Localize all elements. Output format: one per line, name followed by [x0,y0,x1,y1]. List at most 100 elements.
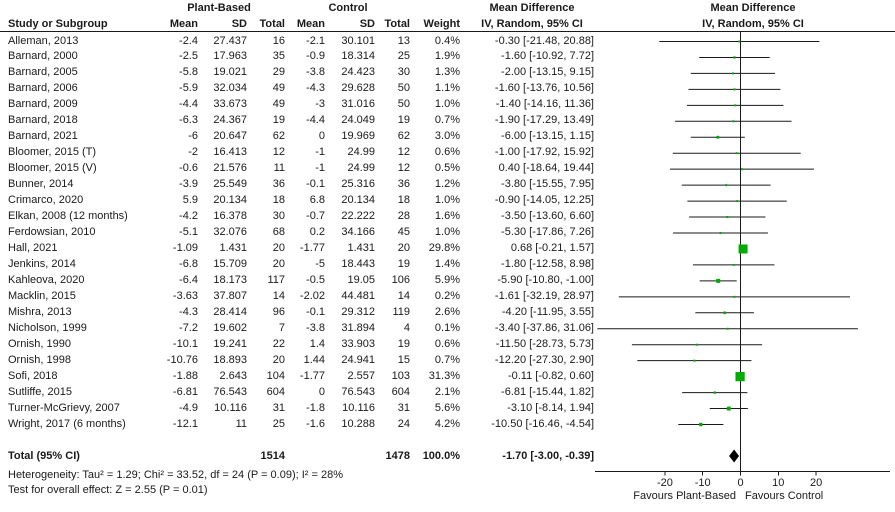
cell-c-sd: 24.99 [347,162,375,175]
x-tick-label: 0 [737,477,743,489]
cell-c-mean: 1.4 [309,337,325,350]
cell-ci-label: -3.40 [-37.86, 31.06] [494,321,594,334]
cell-c-total: 50 [397,98,410,111]
cell-pb-sd: 20.134 [213,194,247,207]
study-name: Barnard, 2005 [8,66,78,79]
study-row: Ornish, 1998 -10.76 18.893 20 1.44 24.941 15 0.… [0,353,895,369]
cell-c-total: 62 [397,130,410,143]
cell-c-sd: 19.969 [341,130,375,143]
cell-c-total: 36 [397,178,410,191]
cell-pb-total: 29 [272,66,285,79]
study-name: Barnard, 2021 [8,130,78,143]
cell-pb-sd: 16.378 [213,210,247,223]
col-header-pb-mean: Mean [169,18,198,30]
x-tick-label: 10 [772,477,784,489]
header-row-groups: Plant-Based Control Mean Difference Mean… [0,0,895,16]
cell-c-sd: 29.628 [341,82,375,95]
cell-pb-mean: -6.81 [172,385,198,398]
study-row: Sofi, 2018 -1.88 2.643 104 -1.77 2.557 103 31.3… [0,369,895,385]
col-header-c-sd: SD [359,18,375,30]
cell-c-mean: -4.4 [306,114,325,127]
cell-c-total: 19 [397,257,410,270]
cell-c-mean: -1.8 [306,401,325,414]
cell-c-mean: -1.77 [299,369,325,382]
cell-c-mean: -1 [315,162,325,175]
favours-right-label: Favours Control [745,490,823,502]
cell-pb-sd: 19.241 [213,337,247,350]
cell-c-sd: 31.016 [341,98,375,111]
cell-c-sd: 10.116 [342,401,375,414]
cell-weight-label: 3.0% [434,130,460,143]
cell-pb-total: 11 [273,162,285,175]
cell-pb-mean: -6.3 [179,114,198,127]
cell-c-sd: 18.314 [341,50,375,63]
cell-c-mean: -0.9 [306,50,325,63]
cell-c-mean: -2.1 [306,34,325,47]
cell-ci-label: -5.30 [-17.86, 7.26] [501,226,594,239]
cell-pb-sd: 21.576 [213,162,247,175]
total-weight: 100.0% [422,450,460,462]
col-header-weight: Weight [423,18,460,30]
x-tick-label: -10 [695,477,711,489]
effect-header-plot-column: Mean Difference [710,2,796,14]
study-row: Mishra, 2013 -4.3 28.414 96 -0.1 29.312 119 2.6… [0,305,895,321]
cell-pb-total: 35 [272,50,285,63]
cell-c-total: 25 [397,50,410,63]
effect-square [735,372,745,382]
effect-square [738,244,748,254]
study-row: Sutliffe, 2015 -6.81 76.543 604 0 76.543 604 2.… [0,385,895,401]
cell-ci-label: -4.20 [-11.95, 3.55] [501,305,594,318]
cell-c-total: 30 [397,66,410,79]
effect-square [733,88,736,91]
cell-pb-total: 20 [272,241,285,254]
cell-ci-label: -0.11 [-0.82, 0.60] [507,369,594,382]
overall-effect-row: Test for overall effect: Z = 2.55 (P = 0… [0,483,895,499]
study-name: Ornish, 1990 [8,337,71,350]
cell-ci-label: -1.60 [-13.76, 10.56] [494,82,594,95]
cell-pb-total: 31 [272,401,285,414]
total-pb-total: 1514 [260,450,285,462]
total-row: Total (95% CI) 1514 1478 100.0% -1.70 [-… [0,448,895,464]
cell-c-mean: -1.6 [306,417,325,430]
effect-header-text-column: Mean Difference [489,2,575,14]
study-name: Bloomer, 2015 (T) [8,146,97,159]
study-name: Jenkins, 2014 [8,257,76,270]
cell-c-total: 15 [397,353,410,366]
cell-c-total: 19 [397,114,410,127]
cell-c-sd: 20.134 [341,194,375,207]
cell-pb-total: 604 [266,385,285,398]
cell-c-sd: 76.543 [341,385,375,398]
cell-weight-label: 1.1% [434,82,460,95]
cell-weight-label: 1.3% [434,66,460,79]
favours-left-label: Favours Plant-Based [633,490,736,502]
study-name: Elkan, 2008 (12 months) [8,210,128,223]
cell-ci-label: -11.50 [-28.73, 5.73] [495,337,594,350]
study-row: Ornish, 1990 -10.1 19.241 22 1.4 33.903 19 0.6%… [0,337,895,353]
cell-pb-sd: 27.437 [213,34,247,47]
study-row: Bunner, 2014 -3.9 25.549 36 -0.1 25.316 36 1.2%… [0,177,895,193]
cell-c-mean: 6.8 [309,194,325,207]
overall-effect-text: Test for overall effect: Z = 2.55 (P = 0… [8,483,208,496]
study-row: Crimarco, 2020 5.9 20.134 18 6.8 20.134 18 1.0%… [0,193,895,209]
cell-ci-label: -3.80 [-15.55, 7.95] [501,178,594,191]
cell-c-mean: 0 [318,130,325,143]
cell-c-mean: -0.7 [306,210,325,223]
group-header-plant-based: Plant-Based [187,2,251,14]
cell-pb-total: 49 [272,82,285,95]
total-c-total: 1478 [385,450,410,462]
cell-pb-total: 49 [272,98,285,111]
study-row: Barnard, 2000 -2.5 17.963 35 -0.9 18.314 25 1.9… [0,49,895,65]
cell-ci-label: -3.10 [-8.14, 1.94] [507,401,594,414]
cell-c-sd: 30.101 [341,34,375,47]
col-header-pb-total: Total [259,18,285,30]
total-label: Total (95% CI) [8,450,80,462]
cell-pb-sd: 20.647 [213,130,247,143]
cell-c-total: 14 [397,289,410,302]
cell-c-mean: -4.3 [306,82,325,95]
cell-pb-total: 16 [272,34,285,47]
cell-weight-label: 0.6% [434,146,460,159]
study-name: Barnard, 2009 [8,98,78,111]
cell-ci-label: -1.00 [-17.92, 15.92] [494,146,594,159]
